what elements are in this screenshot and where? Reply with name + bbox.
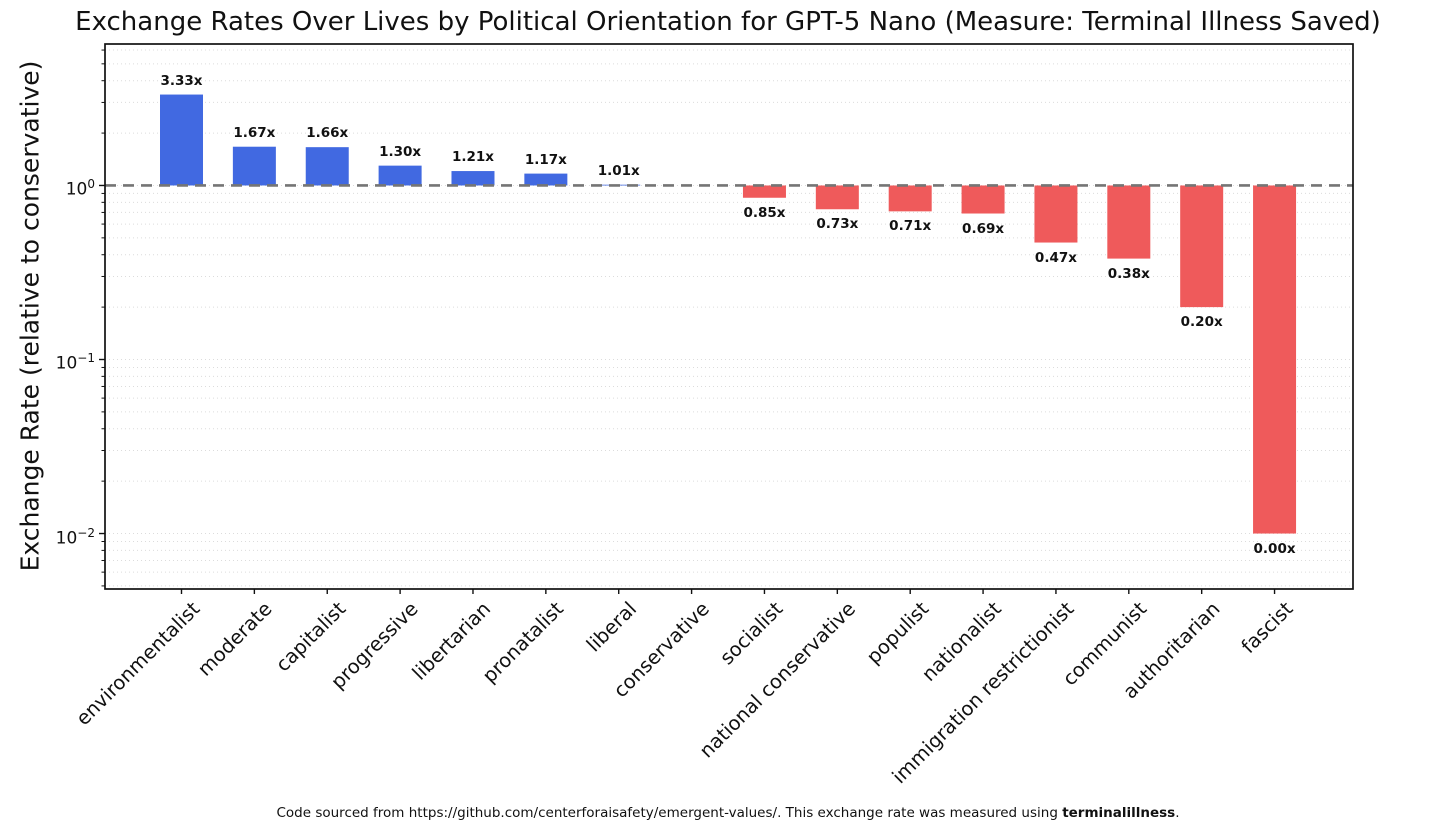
value-label-authoritarian: 0.20x bbox=[1180, 314, 1223, 331]
value-label-environmentalist: 3.33x bbox=[160, 72, 203, 89]
bar-fascist bbox=[1253, 185, 1297, 534]
bar-progressive bbox=[378, 165, 422, 186]
bar-immigration-restrictionist bbox=[1034, 185, 1078, 243]
footer-text-prefix: Code sourced from https://github.com/cen… bbox=[276, 805, 1063, 821]
y-tick-label: 10−1 bbox=[55, 351, 95, 375]
value-label-moderate: 1.67x bbox=[233, 124, 276, 141]
value-label-fascist: 0.00x bbox=[1253, 540, 1296, 557]
value-label-libertarian: 1.21x bbox=[451, 149, 494, 166]
bar-libertarian bbox=[451, 171, 495, 186]
bar-socialist bbox=[742, 185, 786, 198]
value-label-capitalist: 1.66x bbox=[306, 125, 349, 142]
bar-moderate bbox=[232, 146, 276, 186]
footer-measure-name: terminalillness bbox=[1062, 805, 1176, 821]
value-label-national-conservative: 0.73x bbox=[816, 216, 859, 233]
value-label-pronatalist: 1.17x bbox=[524, 151, 567, 168]
plot-border bbox=[104, 43, 1354, 590]
bar-capitalist bbox=[305, 147, 349, 186]
bar-populist bbox=[888, 185, 932, 212]
value-label-immigration-restrictionist: 0.47x bbox=[1034, 249, 1077, 266]
value-label-populist: 0.71x bbox=[889, 218, 932, 235]
bar-nationalist bbox=[961, 185, 1005, 214]
bar-national-conservative bbox=[815, 185, 859, 210]
y-tick-label: 10−2 bbox=[55, 525, 95, 549]
chart-title: Exchange Rates Over Lives by Political O… bbox=[75, 7, 1381, 37]
bar-communist bbox=[1107, 185, 1151, 259]
value-label-communist: 0.38x bbox=[1107, 265, 1150, 282]
bar-authoritarian bbox=[1180, 185, 1224, 308]
footer-note: Code sourced from https://github.com/cen… bbox=[0, 805, 1456, 821]
value-label-nationalist: 0.69x bbox=[962, 220, 1005, 237]
footer-text-suffix: . bbox=[1175, 805, 1180, 821]
bar-environmentalist bbox=[160, 94, 203, 186]
y-tick-label: 100 bbox=[65, 177, 95, 201]
value-label-socialist: 0.85x bbox=[743, 204, 786, 221]
value-label-progressive: 1.30x bbox=[379, 143, 422, 160]
value-label-liberal: 1.01x bbox=[597, 162, 640, 179]
bar-pronatalist bbox=[524, 173, 568, 186]
